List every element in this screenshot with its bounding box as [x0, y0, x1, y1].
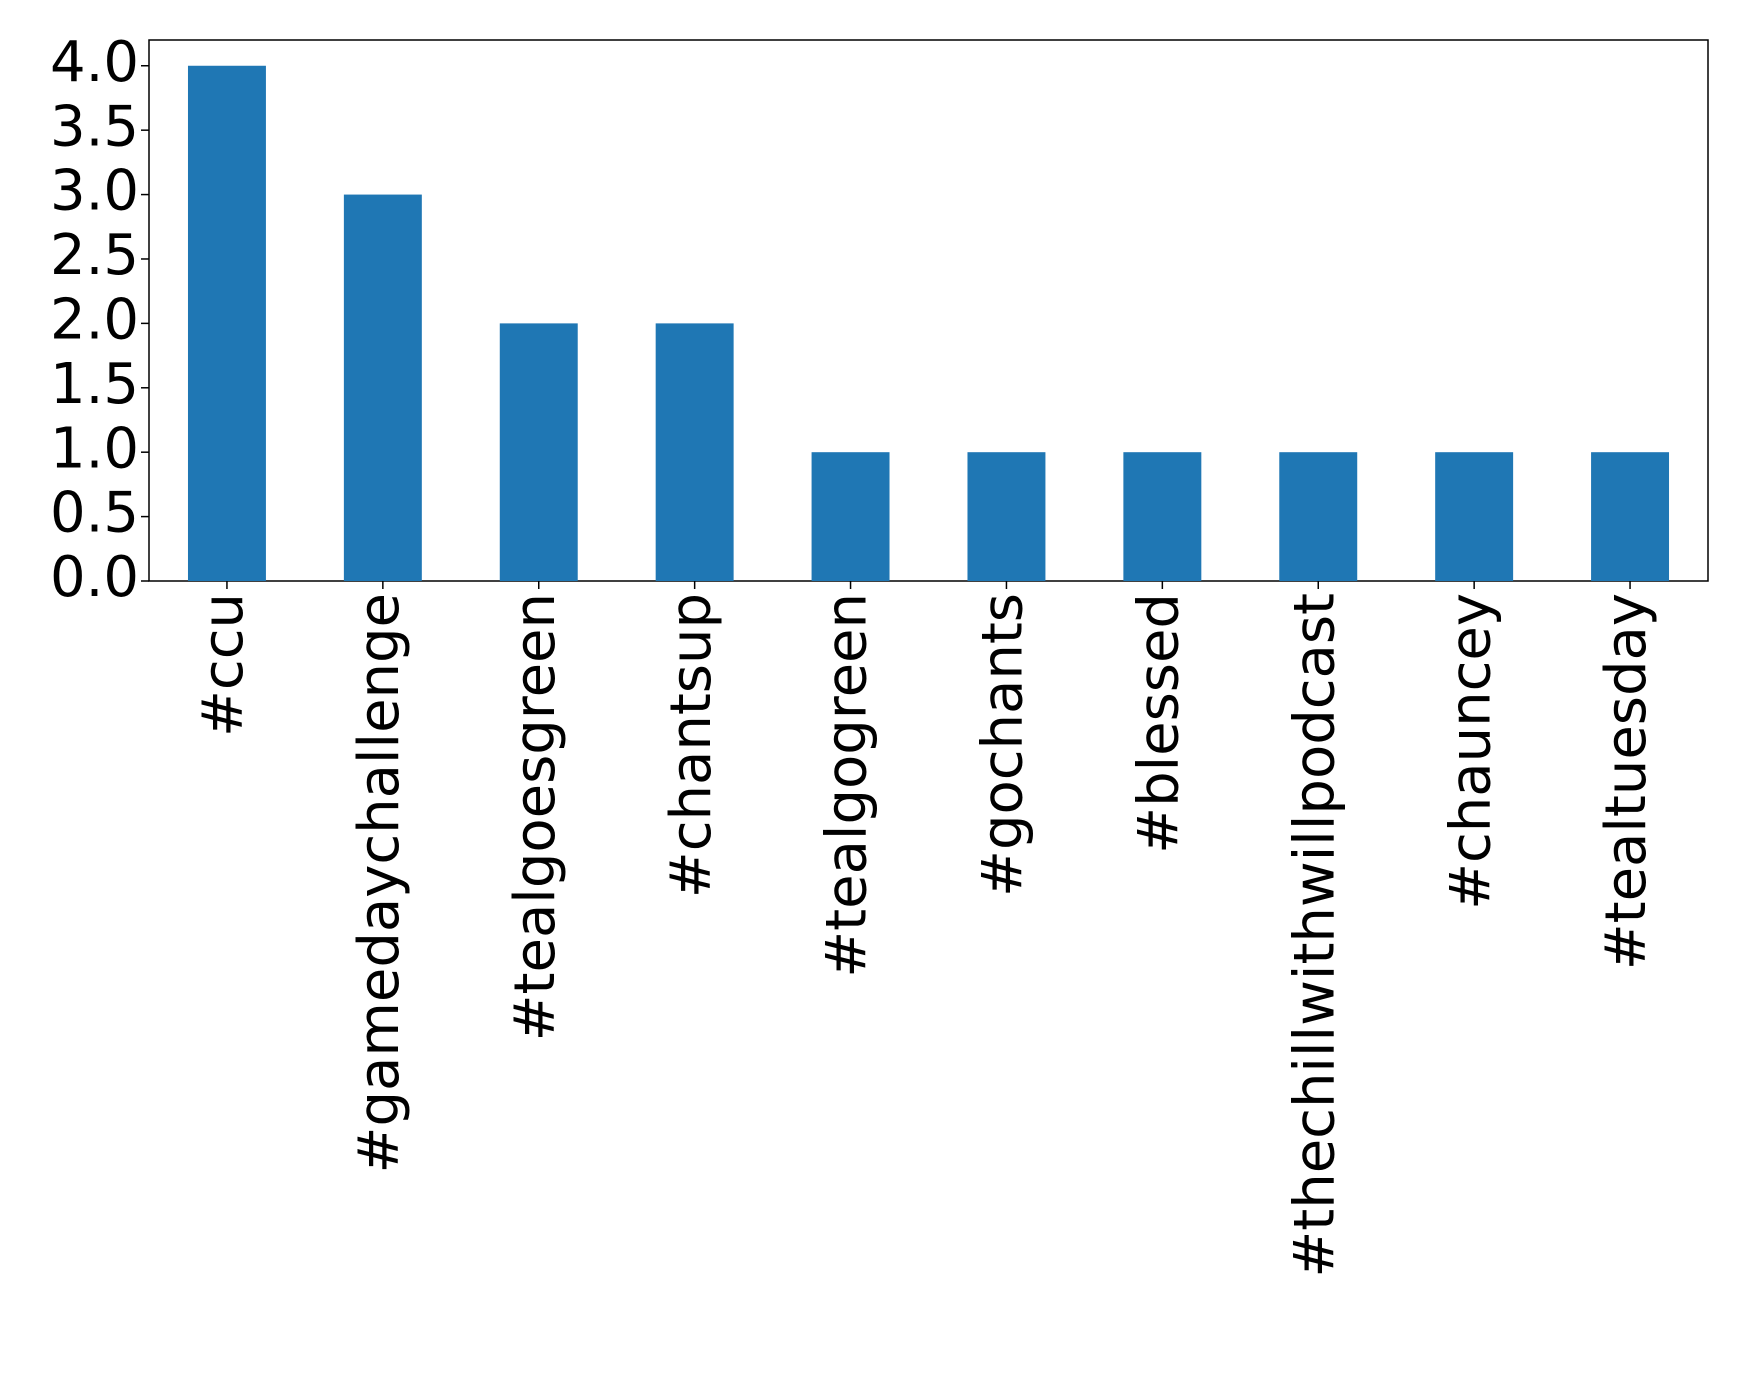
x-tick-label: #tealgogreen — [815, 593, 880, 978]
bar — [499, 323, 578, 581]
x-tick-label: #chauncey — [1438, 593, 1503, 910]
x-tick-label: #blessed — [1126, 593, 1191, 854]
y-tick-label: 0.0 — [50, 545, 139, 610]
y-tick-label: 2.0 — [50, 288, 139, 353]
x-tick-label: #ccu — [191, 593, 256, 737]
bar — [655, 323, 734, 581]
y-tick-label: 2.5 — [50, 223, 139, 288]
plot-frame — [148, 39, 1709, 582]
bar — [1591, 452, 1670, 581]
y-tick-label: 1.0 — [50, 416, 139, 481]
bar — [967, 452, 1046, 581]
x-tick-label: #tealgoesgreen — [503, 593, 568, 1041]
bar — [1123, 452, 1202, 581]
bar — [811, 452, 890, 581]
y-tick-label: 0.5 — [50, 481, 139, 546]
y-tick-label: 3.0 — [50, 159, 139, 224]
x-tick-label: #tealtuesday — [1594, 593, 1659, 970]
x-tick-label: #gamedaychallenge — [347, 593, 412, 1173]
y-tick-label: 3.5 — [50, 94, 139, 159]
bar — [1279, 452, 1358, 581]
x-tick-label: #thechillwithwillpodcast — [1282, 593, 1347, 1278]
bar — [187, 65, 266, 581]
y-tick-label: 1.5 — [50, 352, 139, 417]
bar — [343, 194, 422, 582]
y-tick-label: 4.0 — [50, 30, 139, 95]
x-tick-label: #chantsup — [659, 593, 724, 898]
x-tick-label: #gochants — [971, 593, 1036, 897]
bar — [1435, 452, 1514, 581]
